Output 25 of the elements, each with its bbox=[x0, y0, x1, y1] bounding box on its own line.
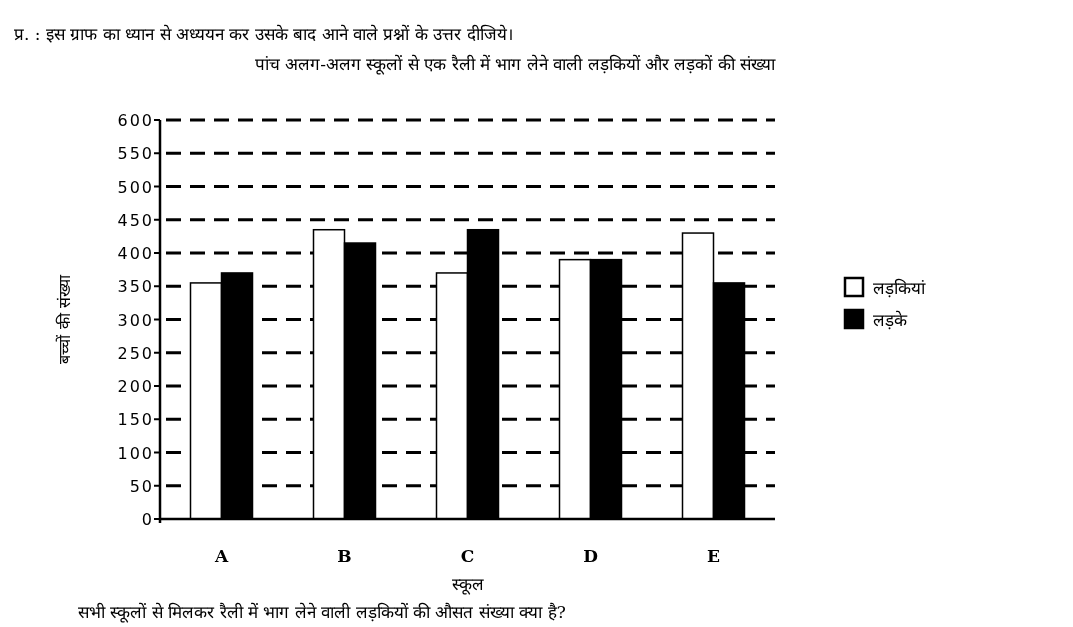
y-tick-label: 300 bbox=[117, 310, 154, 330]
y-tick-label: 450 bbox=[117, 210, 154, 230]
x-tick-label: D bbox=[583, 546, 599, 566]
y-tick-label: 350 bbox=[117, 277, 154, 297]
y-tick-label: 550 bbox=[117, 144, 154, 164]
y-axis-title: बच्चों की संख्या bbox=[55, 274, 74, 364]
x-tick-label: E bbox=[707, 546, 721, 566]
y-tick-label: 150 bbox=[117, 410, 154, 430]
x-tick-label: A bbox=[213, 546, 229, 566]
x-tick-label: B bbox=[337, 546, 352, 566]
chart-title: प्र. : इस ग्राफ का ध्यान से अध्ययन कर उसके बाद आने वाले प्रश्नों के उत्तर दीजिये। bbox=[14, 24, 513, 44]
x-axis-title: स्कूल bbox=[451, 574, 484, 595]
y-tick-label: 500 bbox=[117, 177, 154, 197]
chart-subtitle: पांच अलग-अलग स्कूलों से एक रैली में भाग लेने वाली लड़कियों और लड़कों की संख्या bbox=[254, 54, 777, 75]
y-tick-label: 200 bbox=[117, 377, 154, 396]
y-tick-label: 100 bbox=[117, 443, 154, 463]
y-tick-label: 50 bbox=[129, 476, 154, 496]
legend-label: लड़कियां bbox=[873, 278, 926, 298]
y-tick-label: 600 bbox=[117, 111, 154, 130]
y-tick-label: 400 bbox=[117, 244, 154, 263]
legend-label: लड़के bbox=[873, 310, 908, 330]
x-tick-label: C bbox=[460, 546, 475, 566]
text: सभी स्कूलों से मिलकर रैली में भाग लेने वाली लड़कियों की औसत संख्या क्या है? bbox=[78, 602, 566, 623]
y-tick-label: 250 bbox=[117, 343, 154, 363]
y-tick-label: 0 bbox=[141, 510, 154, 529]
